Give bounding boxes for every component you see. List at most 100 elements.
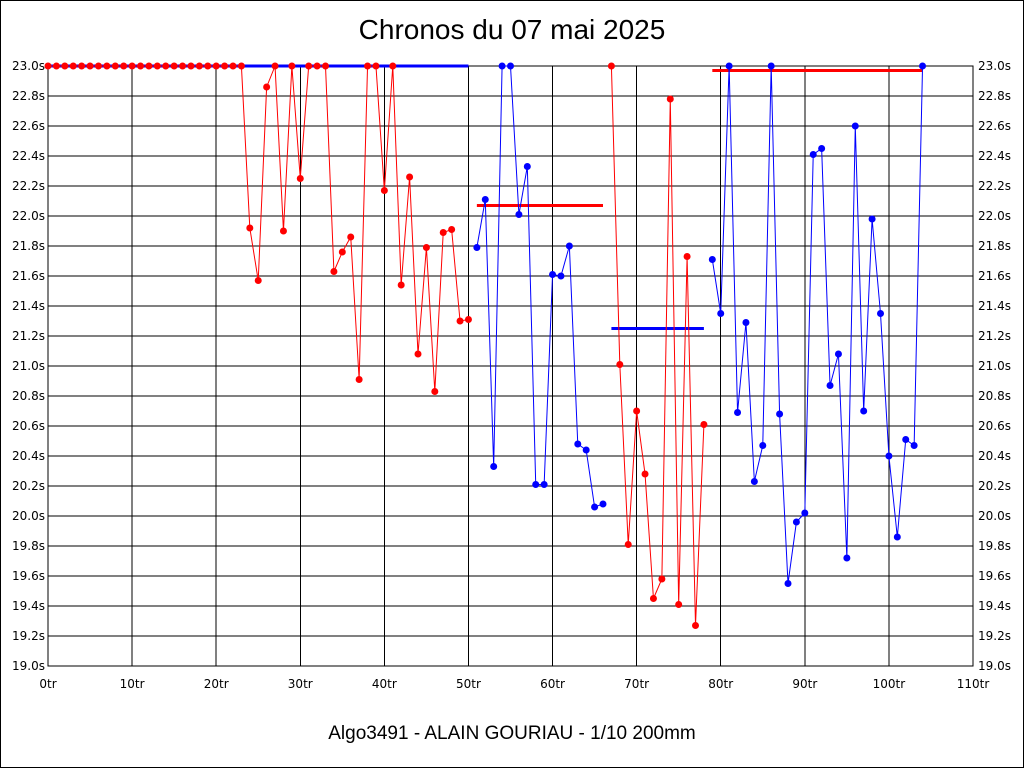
data-point bbox=[565, 242, 573, 250]
y-tick-label-left: 21.6s bbox=[12, 269, 45, 283]
data-point bbox=[767, 62, 775, 70]
y-tick-label-right: 21.0s bbox=[978, 359, 1011, 373]
y-tick-label-left: 22.0s bbox=[12, 209, 45, 223]
data-point bbox=[692, 622, 699, 629]
x-tick-label: 30tr bbox=[288, 677, 313, 691]
data-point bbox=[507, 62, 514, 70]
y-tick-label-left: 21.2s bbox=[12, 329, 45, 343]
data-point bbox=[78, 62, 86, 70]
data-point bbox=[246, 224, 254, 232]
x-tick-label: 60tr bbox=[540, 677, 565, 691]
data-point bbox=[549, 271, 557, 278]
data-point bbox=[103, 62, 111, 70]
y-tick-label-right: 20.4s bbox=[978, 449, 1011, 463]
x-tick-label: 0tr bbox=[39, 677, 56, 691]
y-tick-label-right: 21.2s bbox=[978, 329, 1011, 343]
data-point bbox=[776, 410, 784, 418]
data-point bbox=[809, 151, 817, 158]
y-tick-label-left: 19.4s bbox=[12, 599, 45, 613]
data-point bbox=[877, 310, 884, 317]
data-point bbox=[658, 575, 666, 583]
x-tick-label: 20tr bbox=[204, 677, 229, 691]
data-point bbox=[574, 440, 582, 448]
data-point bbox=[633, 407, 641, 415]
data-point bbox=[338, 248, 346, 256]
data-point bbox=[683, 253, 691, 260]
y-tick-label-left: 21.4s bbox=[12, 299, 45, 313]
y-tick-label-left: 22.4s bbox=[12, 149, 45, 163]
y-tick-label-left: 23.0s bbox=[12, 59, 45, 73]
data-point bbox=[641, 470, 649, 478]
data-point bbox=[448, 226, 456, 233]
y-tick-label-left: 20.6s bbox=[12, 419, 45, 433]
x-tick-label: 70tr bbox=[624, 677, 649, 691]
y-tick-label-left: 21.0s bbox=[12, 359, 45, 373]
y-tick-label-left: 20.8s bbox=[12, 389, 45, 403]
data-point bbox=[153, 62, 161, 70]
y-tick-label-left: 19.8s bbox=[12, 539, 45, 553]
data-point bbox=[834, 350, 842, 358]
y-tick-label-left: 19.0s bbox=[12, 659, 45, 673]
data-point bbox=[708, 256, 716, 263]
y-tick-label-left: 19.6s bbox=[12, 569, 45, 583]
data-point bbox=[128, 62, 136, 70]
data-point bbox=[649, 595, 657, 602]
data-point bbox=[591, 503, 599, 511]
data-point bbox=[860, 407, 868, 415]
y-tick-label-left: 20.4s bbox=[12, 449, 45, 463]
data-point bbox=[237, 62, 245, 70]
data-point bbox=[700, 421, 708, 428]
data-point bbox=[422, 244, 430, 251]
y-tick-label-right: 22.8s bbox=[978, 89, 1011, 103]
data-point bbox=[725, 62, 733, 70]
y-tick-label-right: 19.6s bbox=[978, 569, 1011, 583]
data-point bbox=[750, 478, 758, 485]
data-point bbox=[397, 281, 405, 289]
x-tick-label: 10tr bbox=[120, 677, 145, 691]
data-point bbox=[271, 62, 279, 70]
data-point bbox=[229, 62, 237, 70]
data-point bbox=[296, 175, 304, 182]
data-point bbox=[330, 268, 338, 275]
data-point bbox=[204, 62, 212, 70]
y-tick-label-right: 22.4s bbox=[978, 149, 1011, 163]
y-tick-label-right: 19.2s bbox=[978, 629, 1011, 643]
y-tick-label-right: 22.0s bbox=[978, 209, 1011, 223]
x-tick-label: 40tr bbox=[372, 677, 397, 691]
data-point bbox=[784, 580, 792, 587]
y-tick-label-right: 20.0s bbox=[978, 509, 1011, 523]
y-tick-label-left: 22.8s bbox=[12, 89, 45, 103]
data-point bbox=[734, 409, 742, 416]
data-point bbox=[717, 310, 725, 317]
data-point bbox=[675, 601, 683, 608]
chart-subtitle: Algo3491 - ALAIN GOURIAU - 1/10 200mm bbox=[328, 723, 696, 744]
data-point bbox=[910, 442, 918, 449]
data-point bbox=[742, 319, 750, 326]
y-tick-label-right: 22.2s bbox=[978, 179, 1011, 193]
data-point bbox=[498, 62, 506, 70]
data-point bbox=[464, 316, 472, 323]
data-point bbox=[187, 62, 195, 70]
data-point bbox=[456, 317, 464, 325]
data-point bbox=[61, 62, 69, 70]
y-tick-label-right: 20.8s bbox=[978, 389, 1011, 403]
data-point bbox=[599, 500, 607, 508]
data-point bbox=[919, 62, 927, 70]
y-tick-label-left: 20.2s bbox=[12, 479, 45, 493]
series-line bbox=[610, 65, 705, 626]
data-point bbox=[372, 62, 380, 70]
data-point bbox=[212, 62, 220, 70]
data-point bbox=[195, 62, 203, 70]
data-point bbox=[52, 62, 60, 70]
data-point bbox=[364, 62, 372, 70]
data-point bbox=[826, 382, 834, 389]
y-tick-label-right: 23.0s bbox=[978, 59, 1011, 73]
data-point bbox=[288, 62, 296, 70]
chart-title: Chronos du 07 mai 2025 bbox=[358, 14, 666, 45]
data-point bbox=[515, 211, 523, 218]
y-tick-label-right: 20.6s bbox=[978, 419, 1011, 433]
data-point bbox=[221, 62, 229, 70]
data-point bbox=[490, 463, 498, 470]
data-point bbox=[868, 215, 876, 223]
data-point bbox=[759, 442, 767, 449]
